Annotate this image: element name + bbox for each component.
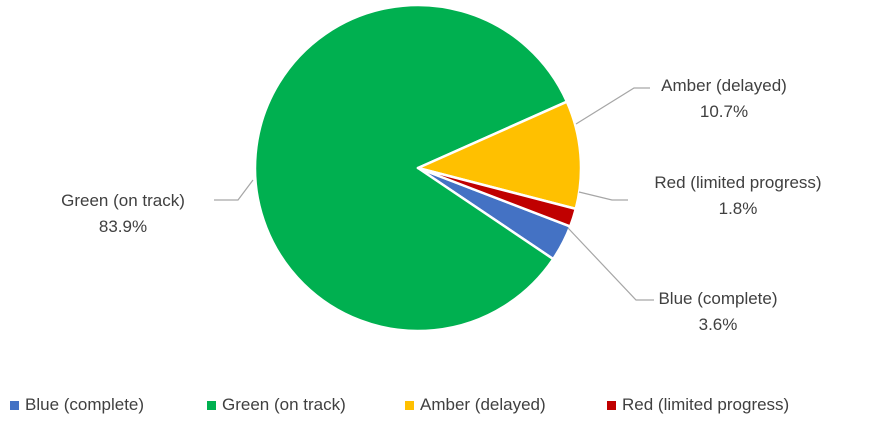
legend-label-blue-complete: Blue (complete) <box>25 395 144 414</box>
data-label-value-red-limited-progress: 1.8% <box>719 199 758 218</box>
legend-swatch-green-on-track <box>207 401 216 410</box>
leader-line-red-limited-progress <box>578 191 628 201</box>
legend-swatch-blue-complete <box>10 401 19 410</box>
legend-swatch-red-limited-progress <box>607 401 616 410</box>
data-label-value-blue-complete: 3.6% <box>699 315 738 334</box>
legend-label-red-limited-progress: Red (limited progress) <box>622 395 789 414</box>
data-label-value-amber-delayed: 10.7% <box>700 102 748 121</box>
pie-slice-red-limited-progress <box>416 166 578 228</box>
data-label-name-amber-delayed: Amber (delayed) <box>661 76 787 95</box>
data-labels: Blue (complete) 3.6% Green (on track) 83.9%… <box>61 76 822 334</box>
data-label-name-blue-complete: Blue (complete) <box>658 289 777 308</box>
legend-label-green-on-track: Green (on track) <box>222 395 346 414</box>
pie-slice-green-on-track <box>253 3 569 333</box>
leader-line-green-on-track <box>214 179 254 201</box>
leader-line-blue-complete <box>567 227 654 301</box>
legend-swatch-amber-delayed <box>405 401 414 410</box>
legend-label-amber-delayed: Amber (delayed) <box>420 395 546 414</box>
leader-line-amber-delayed <box>575 87 650 125</box>
data-label-name-red-limited-progress: Red (limited progress) <box>654 173 821 192</box>
pie-slice-amber-delayed <box>416 100 583 211</box>
pie-slices <box>253 3 583 333</box>
legend: Blue (complete) Green (on track) Amber (de… <box>10 395 789 414</box>
data-label-value-green-on-track: 83.9% <box>99 217 147 236</box>
leader-lines <box>214 87 654 301</box>
data-label-name-green-on-track: Green (on track) <box>61 191 185 210</box>
